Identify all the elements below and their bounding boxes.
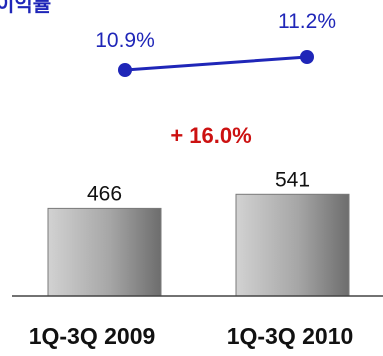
bar-data-label-1q3q-2009: 466 [87,182,122,205]
line-data-label-1q3q-2009: 10.9% [95,29,155,52]
bar-data-label-1q3q-2010: 541 [275,168,310,191]
line-data-label-1q3q-2010: 11.2% [278,10,336,33]
x-tick-label-1q3q-2009: 1Q-3Q 2009 [29,323,156,349]
bar-1q3q-2010 [235,193,350,297]
growth-annotation: + 16.0% [170,123,251,148]
margin-series-line [123,55,309,72]
line-point-1q3q-2009 [118,63,132,77]
line-point-1q3q-2010 [300,50,314,64]
bar-1q3q-2009 [47,207,162,297]
chart-title-fragment: 이익률 [0,0,51,16]
x-tick-label-1q3q-2010: 1Q-3Q 2010 [227,323,354,349]
